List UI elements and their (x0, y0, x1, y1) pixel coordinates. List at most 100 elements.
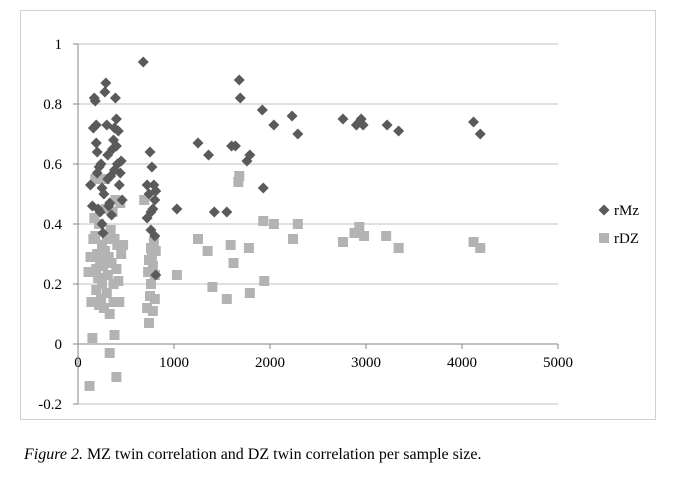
rDZ-point (89, 213, 100, 223)
axes (73, 43, 559, 405)
rDZ-point (145, 279, 156, 289)
rDZ-point (148, 237, 159, 247)
rMz-point (171, 203, 183, 215)
rMz-point (104, 197, 116, 209)
rDZ-point (228, 258, 239, 268)
rDZ-point (233, 177, 244, 187)
rMz-point (137, 56, 149, 68)
rDZ-point (118, 240, 129, 250)
rMz-point (106, 209, 118, 221)
rDZ-point (292, 219, 303, 229)
rMz-point (112, 125, 124, 137)
rMz-point (90, 137, 102, 149)
legend-label-rDZ: rDZ (614, 231, 639, 247)
rDZ-point (202, 246, 213, 256)
rDZ-point (337, 237, 348, 247)
rDZ-point (90, 174, 101, 184)
rDZ-point (91, 285, 102, 295)
rDZ-point (93, 273, 104, 283)
legend-item-rDZ: rDZ (599, 231, 639, 247)
x-tick-label: 2000 (255, 355, 285, 371)
rMz-point (257, 182, 269, 194)
y-tick-label: 0.6 (43, 157, 62, 173)
rDZ-point (143, 267, 154, 277)
rMz-point (100, 77, 112, 89)
rMz-point (110, 140, 122, 152)
rMz-point (141, 179, 153, 191)
rDZ-point (102, 270, 113, 280)
rMz-point (90, 119, 102, 131)
rDZ-point (144, 318, 155, 328)
rDZ-point (207, 282, 218, 292)
rDZ-point (83, 267, 94, 277)
rDZ-point (90, 231, 101, 241)
rDZ-point (116, 249, 127, 259)
rDZ-point (104, 348, 115, 358)
rMz-point (393, 125, 405, 137)
rMz-point (116, 194, 128, 206)
rMz-point (468, 116, 480, 128)
y-tick-label: 0.2 (43, 277, 62, 293)
chart-frame (20, 10, 656, 420)
rDZ-point (106, 258, 117, 268)
rDZ-point (259, 276, 270, 286)
rDZ-point (98, 303, 109, 313)
rMz-point (144, 146, 156, 158)
rDZ-point (354, 222, 365, 232)
rMz-point (98, 188, 110, 200)
rMz-point (234, 92, 246, 104)
x-tick-label: 5000 (543, 355, 573, 371)
rDZ-point (147, 261, 158, 271)
rDZ-point (87, 333, 98, 343)
rDZ-point (349, 228, 360, 238)
rDZ-point (84, 381, 95, 391)
series-rMz (84, 56, 486, 281)
rDZ-point (100, 204, 111, 214)
rMz-point (109, 92, 121, 104)
rDZ-point (288, 234, 299, 244)
y-tick-label: 1 (55, 37, 63, 53)
rMz-point (89, 95, 101, 107)
grid-lines (78, 43, 558, 405)
legend: rMz rDZ (598, 203, 639, 247)
rDZ-point (112, 240, 123, 250)
rMz-point (113, 179, 125, 191)
x-tick-label: 0 (74, 355, 82, 371)
y-tick-label: 0.8 (43, 97, 62, 113)
rDZ-point (86, 297, 97, 307)
rMz-point (268, 119, 280, 131)
rDZ-point (108, 297, 119, 307)
rDZ-point (101, 234, 112, 244)
rMz-point (150, 269, 162, 281)
rDZ-point (109, 234, 120, 244)
rMz-point (292, 128, 304, 140)
rMz-point (337, 113, 349, 125)
rDZ-point (91, 264, 102, 274)
rMz-point (244, 149, 256, 161)
rDZ-point (111, 372, 122, 382)
rMz-point (96, 218, 108, 230)
rDZ-point (103, 252, 114, 262)
rDZ-point (268, 219, 279, 229)
legend-marker-rDZ (599, 233, 609, 243)
x-tick-label: 1000 (159, 355, 189, 371)
rDZ-point (147, 306, 158, 316)
rDZ-point (105, 225, 116, 235)
x-tick-label: 3000 (351, 355, 381, 371)
rDZ-point (95, 255, 106, 265)
figure-caption: Figure 2. MZ twin correlation and DZ twi… (24, 446, 482, 464)
x-tick-label: 4000 (447, 355, 477, 371)
y-tick-label: 0 (55, 337, 63, 353)
rDZ-point (150, 246, 161, 256)
rDZ-point (114, 297, 125, 307)
rMz-point (149, 230, 161, 242)
rDZ-point (97, 240, 107, 250)
rMz-point (357, 119, 369, 131)
rDZ-point (139, 195, 150, 205)
rMz-point (94, 206, 106, 218)
rDZ-point (104, 309, 115, 319)
rMz-point (99, 86, 111, 98)
rDZ-point (99, 246, 110, 256)
rDZ-point (92, 249, 103, 259)
